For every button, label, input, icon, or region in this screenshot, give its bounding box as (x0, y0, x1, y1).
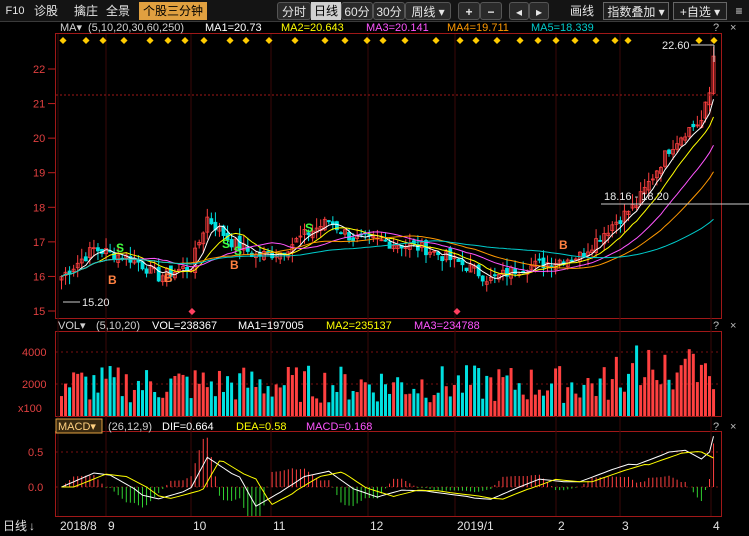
macd-tick-label: 0.5 (28, 447, 43, 459)
volume-ma1: MA1=197005 (238, 320, 304, 332)
sell-marker: S (234, 244, 242, 258)
volume-params: (5,10,20) (96, 320, 140, 332)
date-tick-label: 11 (273, 519, 286, 533)
buy-marker: B (230, 258, 239, 272)
date-tick-label: 12 (370, 519, 384, 533)
date-tick-label: 2018/8 (60, 519, 97, 533)
volume-help-icon[interactable]: ? (713, 320, 719, 332)
main-panel-controls: ? × (713, 22, 736, 34)
toolbar: F10 诊股 擒庄 全景 个股三分钟 分时 日线 60分 30分 周线 ▾ + … (0, 0, 749, 22)
date-tick-label: 10 (193, 519, 207, 533)
period-tab-60min[interactable]: 60分 (341, 2, 373, 20)
low-price-label: 15.20 (82, 297, 110, 309)
volume-legend: VOL▾ (5,10,20) VOL=238367 MA1=197005 MA2… (58, 320, 736, 332)
ma-params: (5,10,20,30,60,250) (88, 22, 184, 34)
main-legend: MA▾ (5,10,20,30,60,250) MA1=20.73 MA2=20… (60, 22, 594, 34)
grid-lines (56, 34, 721, 516)
zoom-out-button[interactable]: − (480, 2, 502, 20)
diagnose-button[interactable]: 诊股 (33, 4, 58, 18)
ma4-value: MA4=19.711 (447, 22, 509, 34)
buy-marker: B (164, 271, 173, 285)
prev-arrow-icon[interactable]: ◂ (509, 2, 529, 20)
date-tick-label: 9 (108, 519, 115, 533)
date-tick-label: 2019/1 (457, 519, 494, 533)
volume-tick-label: 2000 (22, 379, 46, 391)
panorama-button[interactable]: 全景 (105, 4, 130, 18)
macd-params: (26,12,9) (108, 421, 152, 433)
volume-ma2: MA2=235137 (326, 320, 392, 332)
main-help-icon[interactable]: ? (713, 22, 719, 34)
high-price-label: 22.60 (662, 40, 690, 52)
sell-marker: S (116, 241, 124, 255)
period-tab-daily[interactable]: 日线 (311, 2, 341, 20)
volume-axis: 4000 2000 x100 (18, 347, 46, 415)
price-tick-label: 19 (33, 168, 45, 180)
ma5-value: MA5=18.339 (531, 22, 594, 34)
price-tick-label: 21 (33, 99, 45, 111)
macd-close-icon[interactable]: × (730, 421, 736, 433)
volume-bars (60, 345, 716, 416)
macd-indicator-selector[interactable]: MACD▾ (58, 421, 96, 433)
date-axis: 日线 ↓ 2018/8 9 10 11 12 2019/1 2 3 4 (3, 519, 720, 533)
stock-chart[interactable]: MA▾ (5,10,20,30,60,250) MA1=20.73 MA2=20… (0, 22, 749, 536)
sell-marker: S (222, 237, 230, 251)
f10-button[interactable]: F10 (5, 5, 25, 17)
ma3-value: MA3=20.141 (366, 22, 429, 34)
macd-help-icon[interactable]: ? (713, 421, 719, 433)
main-indicator-selector[interactable]: MA▾ (60, 22, 83, 34)
ma1-value: MA1=20.73 (205, 22, 262, 34)
price-axis: 22 21 20 19 18 17 16 15 (33, 64, 55, 318)
date-tick-label: 2 (558, 519, 565, 533)
candlesticks (59, 46, 716, 292)
moving-average-lines (61, 99, 714, 279)
macd-dea: DEA=0.58 (236, 421, 286, 433)
macd-value: MACD=0.168 (306, 421, 372, 433)
qinzhuang-button[interactable]: 擒庄 (73, 4, 98, 18)
add-favorite-dropdown[interactable]: +自选 ▾ (673, 2, 727, 20)
volume-indicator-selector[interactable]: VOL▾ (58, 320, 86, 332)
buy-sell-markers: B S B S B S S B (108, 221, 568, 287)
buy-marker: B (559, 238, 568, 252)
sell-marker: S (305, 221, 313, 235)
next-arrow-icon[interactable]: ▸ (529, 2, 549, 20)
macd-tick-label: 0.0 (28, 482, 43, 494)
price-tick-label: 20 (33, 133, 45, 145)
scroll-down-icon[interactable]: ↓ (29, 519, 35, 533)
period-tab-weekly-dropdown[interactable]: 周线 ▾ (405, 2, 451, 20)
period-label[interactable]: 日线 (3, 519, 27, 533)
price-range-label: 18.16 - 18.20 (604, 191, 669, 203)
main-close-icon[interactable]: × (730, 22, 736, 34)
macd-axis: 0.5 0.0 (28, 447, 43, 494)
price-tick-label: 15 (33, 306, 45, 318)
date-tick-label: 4 (713, 519, 720, 533)
price-tick-label: 16 (33, 271, 45, 283)
zoom-in-button[interactable]: + (458, 2, 480, 20)
buy-marker: B (108, 273, 117, 287)
period-tab-intraday[interactable]: 分时 (277, 2, 311, 20)
volume-close-icon[interactable]: × (730, 320, 736, 332)
volume-unit-label: x100 (18, 403, 42, 415)
date-tick-label: 3 (622, 519, 629, 533)
price-tick-label: 18 (33, 202, 45, 214)
period-tab-30min[interactable]: 30分 (373, 2, 405, 20)
macd-histogram (61, 436, 715, 516)
macd-dif: DIF=0.664 (162, 421, 214, 433)
panel-frames (55, 33, 722, 517)
price-tick-label: 17 (33, 237, 45, 249)
volume-value: VOL=238367 (152, 320, 217, 332)
draw-line-button[interactable]: 画线 (569, 4, 594, 18)
ma2-value: MA2=20.643 (281, 22, 344, 34)
price-tick-label: 22 (33, 64, 45, 76)
price-annotations: 22.60 15.20 18.16 - 18.20 (56, 40, 749, 309)
index-overlay-dropdown[interactable]: 指数叠加 ▾ (603, 2, 669, 20)
macd-legend: MACD▾ (26,12,9) DIF=0.664 DEA=0.58 MACD=… (55, 418, 736, 434)
volume-tick-label: 4000 (22, 347, 46, 359)
volume-ma3: MA3=234788 (414, 320, 480, 332)
stock-3min-button[interactable]: 个股三分钟 (139, 2, 207, 20)
menu-icon[interactable]: ≡ (735, 4, 743, 18)
